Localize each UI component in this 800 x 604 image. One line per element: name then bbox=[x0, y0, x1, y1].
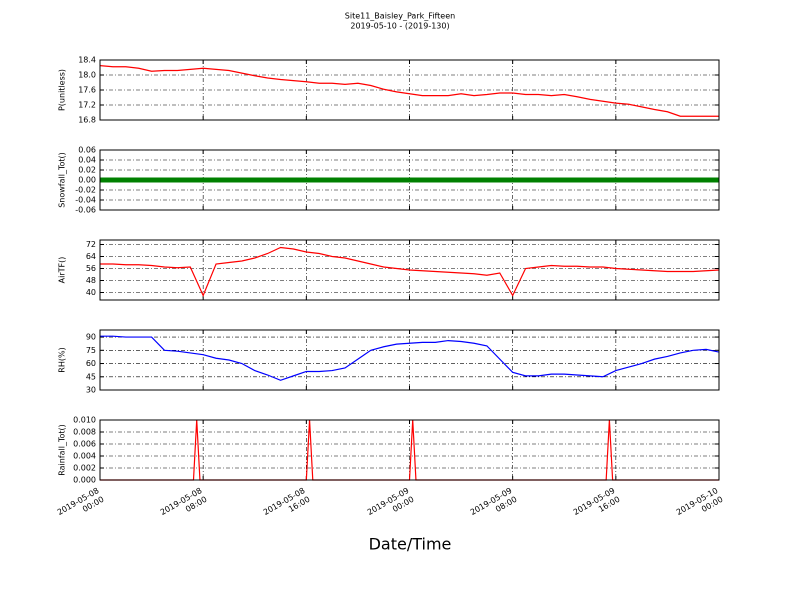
x-tick-label: 2019-05-09 08:00 bbox=[468, 486, 517, 518]
chart-title: Site11_Baisley_Park_Fifteen bbox=[345, 12, 455, 21]
x-tick-label-box: 2019-05-08 16:00 bbox=[262, 486, 311, 518]
y-tick-label: 90 bbox=[86, 333, 96, 342]
x-tick-label-box: 2019-05-09 08:00 bbox=[468, 486, 517, 518]
y-tick-label: 0.04 bbox=[78, 156, 96, 165]
y-tick-label: 0.000 bbox=[73, 476, 96, 485]
y-tick-label: 0.006 bbox=[73, 440, 96, 449]
y-tick-label: 30 bbox=[86, 386, 96, 395]
y-tick-label: 18.4 bbox=[78, 56, 96, 65]
y-tick-label: 48 bbox=[86, 276, 96, 285]
plot-frame bbox=[99, 329, 720, 391]
y-tick-label: 17.2 bbox=[78, 101, 96, 110]
y-tick-label: 56 bbox=[86, 264, 96, 273]
y-tick-label: 72 bbox=[86, 240, 96, 249]
x-tick-label-box: 2019-05-08 08:00 bbox=[158, 486, 208, 518]
data-line bbox=[100, 65, 719, 117]
x-tick-label: 2019-05-09 16:00 bbox=[571, 486, 620, 518]
x-tick-label: 2019-05-08 16:00 bbox=[262, 486, 311, 518]
y-tick-label: 60 bbox=[86, 359, 96, 368]
x-axis-title: Date/Time bbox=[369, 535, 452, 554]
x-tick-label-box: 2019-05-10 00:00 bbox=[674, 486, 723, 518]
y-tick-label: 0.02 bbox=[78, 166, 96, 175]
x-tick-label: 2019-05-09 00:00 bbox=[365, 486, 414, 518]
plot-frame bbox=[99, 149, 720, 211]
y-tick-label: 17.6 bbox=[78, 86, 96, 95]
y-tick-label: 18.0 bbox=[78, 71, 96, 80]
x-tick-label: 2019-05-08 08:00 bbox=[158, 486, 208, 518]
y-tick-label: 0.06 bbox=[78, 146, 96, 155]
y-tick-label: -0.04 bbox=[75, 196, 96, 205]
y-tick-label: 40 bbox=[86, 288, 96, 297]
y-axis-title: AirTF() bbox=[58, 257, 67, 284]
plot-frame bbox=[99, 419, 720, 481]
x-tick-label-box: 2019-05-09 16:00 bbox=[571, 486, 620, 518]
y-tick-label: -0.02 bbox=[75, 186, 96, 195]
y-axis-title: Snowfall_Tot() bbox=[58, 152, 67, 208]
y-tick-label: 64 bbox=[86, 252, 96, 261]
y-tick-label: 0.010 bbox=[73, 416, 96, 425]
chart-subtitle: 2019-05-10 - (2019-130) bbox=[350, 22, 449, 31]
x-tick-label-box: 2019-05-08 00:00 bbox=[55, 486, 104, 518]
y-tick-label: 0.00 bbox=[78, 176, 96, 185]
y-axis-title: P(unitless) bbox=[58, 69, 67, 111]
plot-frame bbox=[99, 239, 720, 301]
data-line bbox=[100, 246, 719, 298]
y-axis-title: Rainfall_Tot() bbox=[58, 424, 67, 476]
plot-frame bbox=[99, 59, 720, 121]
y-tick-label: 0.008 bbox=[73, 428, 96, 437]
y-axis-title: RH(%) bbox=[58, 347, 67, 372]
x-tick-label-box: 2019-05-09 00:00 bbox=[365, 486, 414, 518]
x-tick-label: 2019-05-10 00:00 bbox=[674, 486, 723, 518]
y-tick-label: 45 bbox=[86, 372, 96, 381]
y-tick-label: -0.06 bbox=[75, 206, 96, 215]
y-tick-label: 0.002 bbox=[73, 464, 96, 473]
y-tick-label: 75 bbox=[86, 346, 96, 355]
y-tick-label: 16.8 bbox=[78, 116, 96, 125]
y-tick-label: 0.004 bbox=[73, 452, 96, 461]
x-tick-label: 2019-05-08 00:00 bbox=[55, 486, 104, 518]
data-line bbox=[100, 335, 719, 381]
